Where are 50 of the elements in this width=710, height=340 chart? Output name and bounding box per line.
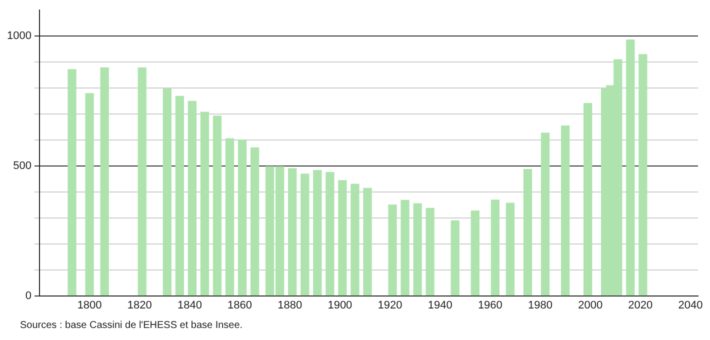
bar bbox=[506, 202, 515, 296]
bar bbox=[200, 112, 210, 296]
x-tick-label: 2040 bbox=[678, 299, 703, 312]
bar bbox=[212, 116, 222, 296]
bar bbox=[188, 100, 197, 296]
bar bbox=[470, 210, 480, 296]
bar bbox=[388, 204, 397, 296]
bar bbox=[338, 180, 347, 296]
y-tick-label: 500 bbox=[13, 160, 32, 172]
bar bbox=[560, 126, 570, 296]
bar bbox=[162, 88, 172, 296]
source-note: Sources : base Cassini de l'EHESS et base Insee. bbox=[20, 320, 243, 331]
x-tick-label: 1980 bbox=[528, 299, 552, 312]
x-tick-label: 1820 bbox=[127, 299, 152, 312]
bar bbox=[300, 174, 310, 296]
bar bbox=[426, 208, 434, 296]
bar bbox=[413, 203, 422, 296]
bar bbox=[313, 170, 322, 296]
bar bbox=[400, 200, 410, 296]
bar bbox=[490, 200, 500, 296]
bar bbox=[288, 168, 297, 296]
x-tick-label: 1960 bbox=[478, 299, 502, 312]
x-tick-label: 1860 bbox=[228, 299, 252, 312]
bar bbox=[638, 54, 648, 296]
y-tick-label: 1000 bbox=[6, 30, 32, 42]
bar bbox=[326, 172, 334, 296]
bar bbox=[85, 93, 94, 296]
bar bbox=[68, 69, 76, 296]
bar bbox=[350, 184, 360, 296]
bar bbox=[540, 132, 550, 296]
bar bbox=[584, 102, 592, 296]
bar bbox=[523, 168, 532, 296]
x-tick-label: 2000 bbox=[578, 299, 603, 312]
bar bbox=[363, 188, 372, 296]
bar bbox=[450, 220, 460, 296]
x-tick-label: 1920 bbox=[378, 299, 402, 312]
bar bbox=[225, 138, 234, 296]
bar bbox=[138, 67, 146, 296]
bar bbox=[250, 147, 260, 296]
x-tick-label: 1880 bbox=[278, 299, 302, 312]
x-tick-label: 1800 bbox=[77, 299, 102, 312]
x-tick-label: 1900 bbox=[328, 299, 352, 312]
y-tick-label: 0 bbox=[25, 290, 32, 302]
bar bbox=[626, 40, 635, 296]
x-tick-label: 2020 bbox=[628, 299, 653, 312]
bar bbox=[238, 140, 247, 296]
x-tick-label: 1840 bbox=[177, 299, 202, 312]
bar bbox=[100, 67, 109, 296]
bar bbox=[175, 96, 184, 296]
x-tick-label: 1940 bbox=[428, 299, 452, 312]
